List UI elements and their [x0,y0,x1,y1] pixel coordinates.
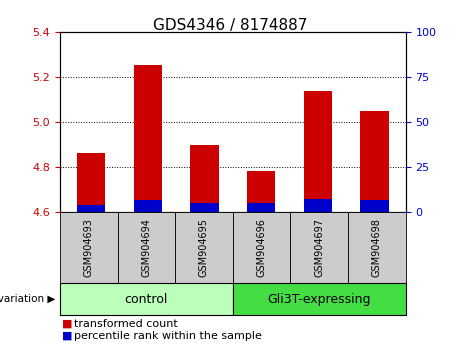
Text: control: control [124,293,168,306]
Bar [77,153,105,212]
Bar [247,203,275,212]
Text: transformed count: transformed count [74,319,177,329]
Text: GSM904693: GSM904693 [84,218,94,277]
Text: GSM904695: GSM904695 [199,218,209,277]
Text: percentile rank within the sample: percentile rank within the sample [74,331,262,341]
Bar [190,203,219,212]
Bar [190,145,219,212]
Bar [77,205,105,212]
Text: GSM904697: GSM904697 [314,218,324,277]
Bar [361,111,389,212]
Text: ■: ■ [62,319,73,329]
Text: ■: ■ [62,331,73,341]
Bar [134,64,162,212]
Bar [304,199,332,212]
Bar [247,171,275,212]
Text: GDS4346 / 8174887: GDS4346 / 8174887 [154,18,307,33]
Text: genotype/variation ▶: genotype/variation ▶ [0,294,55,304]
Text: GSM904694: GSM904694 [142,218,151,277]
Text: Gli3T-expressing: Gli3T-expressing [267,293,371,306]
Text: GSM904696: GSM904696 [257,218,266,277]
Bar [304,91,332,212]
Bar [361,200,389,212]
Bar [134,200,162,212]
Text: GSM904698: GSM904698 [372,218,382,277]
